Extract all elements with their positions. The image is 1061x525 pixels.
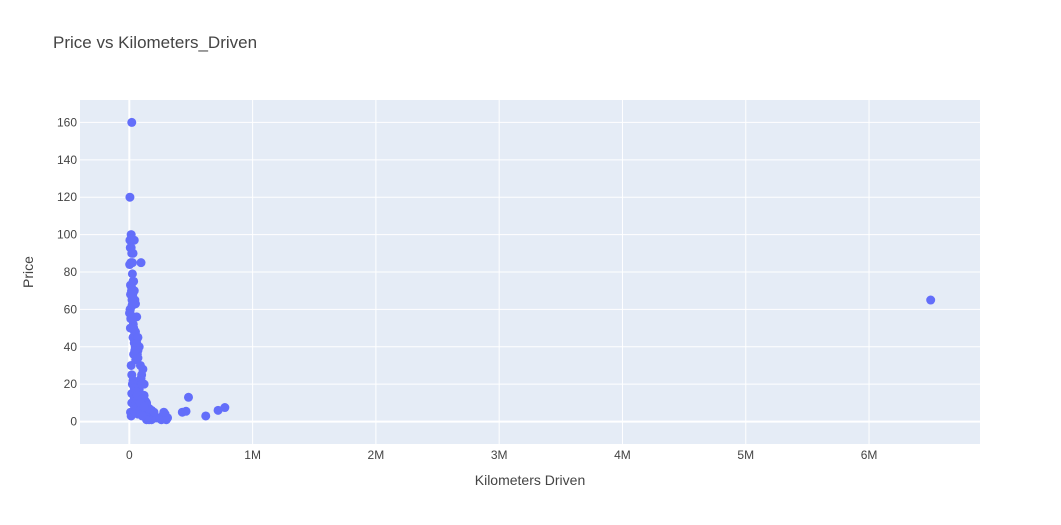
y-tick-label: 120 [57, 190, 77, 204]
y-axis-title: Price [20, 256, 36, 288]
data-point [130, 346, 140, 356]
x-tick-label: 5M [737, 448, 754, 462]
y-tick-label: 0 [70, 415, 77, 429]
x-tick-label: 6M [861, 448, 878, 462]
y-tick-label: 100 [57, 228, 77, 242]
data-point [126, 289, 136, 299]
data-point [149, 407, 159, 417]
chart-title: Price vs Kilometers_Driven [53, 33, 258, 52]
data-point [137, 411, 147, 421]
data-point [127, 117, 137, 127]
y-tick-label: 160 [57, 115, 77, 129]
data-point [159, 407, 169, 417]
data-point [125, 308, 135, 318]
data-point [125, 235, 135, 245]
data-point [213, 405, 223, 415]
x-tick-label: 4M [614, 448, 631, 462]
y-tick-label: 80 [64, 265, 78, 279]
data-point [137, 379, 147, 389]
y-tick-label: 40 [64, 340, 78, 354]
y-tick-label: 20 [64, 377, 78, 391]
x-tick-label: 1M [244, 448, 261, 462]
data-point [181, 406, 191, 416]
data-point [125, 192, 135, 202]
data-point [128, 276, 138, 286]
y-tick-label: 60 [64, 302, 78, 316]
data-point [139, 402, 149, 412]
data-point [133, 353, 143, 363]
x-axis-title: Kilometers Driven [475, 472, 585, 488]
y-tick-label: 140 [57, 153, 77, 167]
data-point [127, 248, 137, 258]
data-point [220, 403, 230, 413]
data-point [136, 258, 146, 268]
data-point [201, 411, 211, 421]
data-point [926, 295, 936, 305]
x-tick-label: 0 [126, 448, 133, 462]
data-point [127, 258, 137, 268]
data-point [128, 299, 138, 309]
x-tick-label: 2M [368, 448, 385, 462]
data-point [126, 360, 136, 370]
data-point [127, 269, 137, 279]
x-tick-label: 3M [491, 448, 508, 462]
data-point [183, 392, 193, 402]
